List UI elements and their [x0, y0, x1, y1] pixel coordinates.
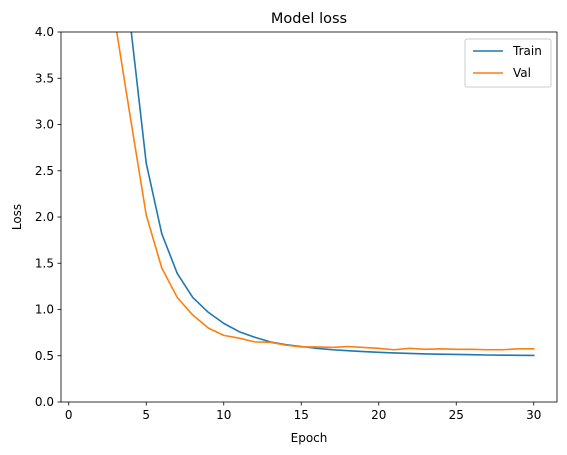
x-tick-label: 10: [216, 408, 231, 422]
y-tick-label: 2.5: [35, 164, 54, 178]
chart-title: Model loss: [271, 11, 347, 27]
y-tick-label: 0.5: [35, 349, 54, 363]
x-tick-label: 20: [371, 408, 386, 422]
y-tick-label: 1.5: [35, 256, 54, 270]
y-tick-label: 0.0: [35, 395, 54, 409]
x-axis-label: Epoch: [291, 431, 328, 445]
series-line-val: [115, 32, 535, 351]
x-tick-label: 30: [526, 408, 541, 422]
y-tick-label: 1.0: [35, 303, 54, 317]
x-tick-label: 5: [142, 408, 150, 422]
y-tick-label: 3.5: [35, 71, 54, 85]
y-axis-label: Loss: [10, 204, 24, 230]
legend: Train Val: [464, 38, 552, 88]
x-tick-label: 15: [294, 408, 309, 422]
series-val: [115, 32, 535, 351]
legend-label-val: Val: [513, 66, 531, 80]
legend-label-train: Train: [512, 44, 542, 58]
y-tick-label: 4.0: [35, 25, 54, 39]
x-tick-label: 25: [449, 408, 464, 422]
y-tick-label: 2.0: [35, 210, 54, 224]
x-tick-label: 0: [65, 408, 73, 422]
y-tick-label: 3.0: [35, 118, 54, 132]
